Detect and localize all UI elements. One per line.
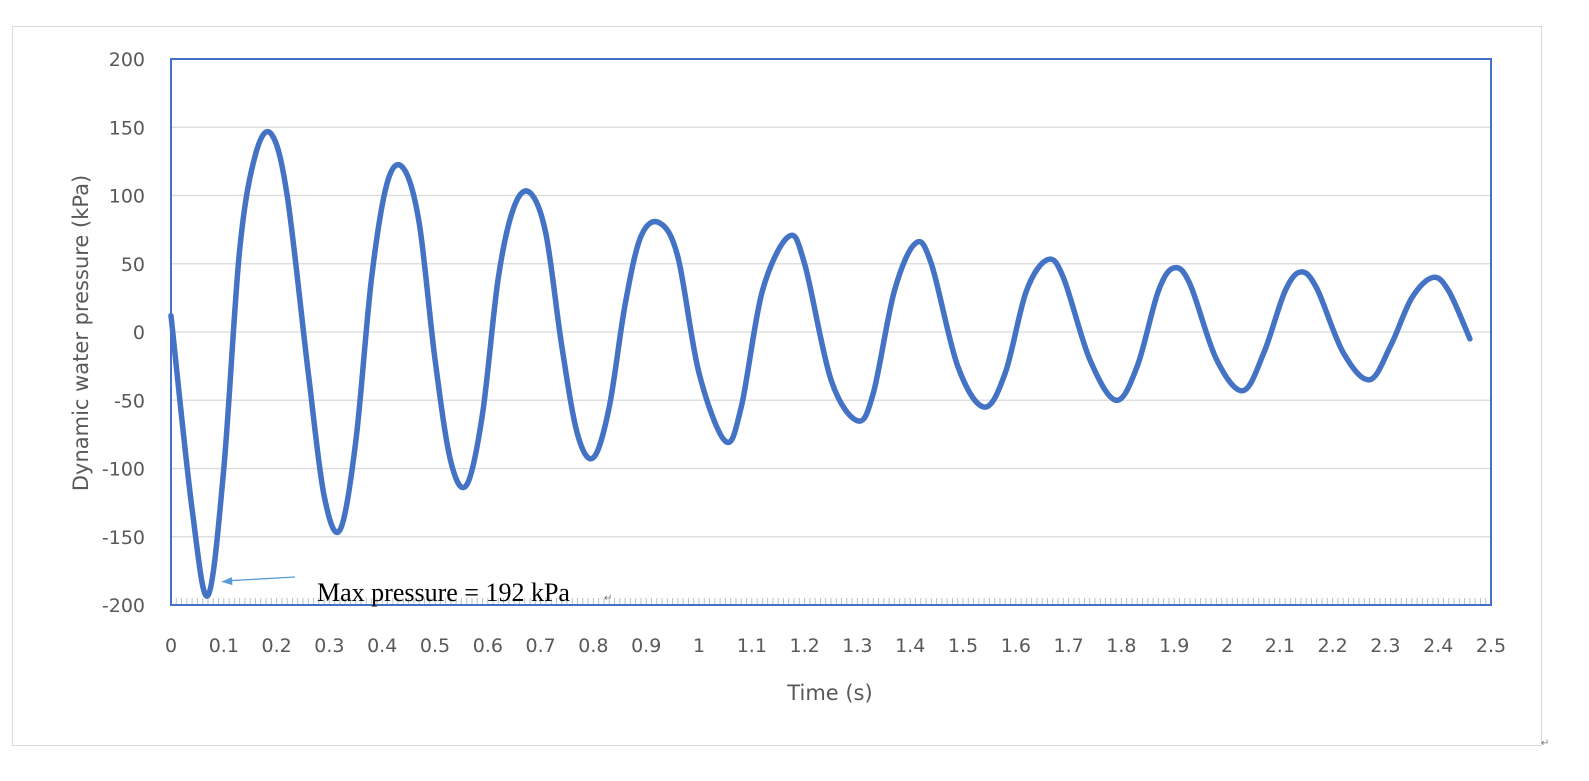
x-tick-label: 0.2 bbox=[261, 635, 291, 657]
x-tick-label: 0.4 bbox=[367, 635, 397, 657]
x-tick-label: 0.8 bbox=[578, 635, 608, 657]
chart-frame bbox=[12, 26, 1542, 746]
x-tick-label: 1.7 bbox=[1053, 635, 1083, 657]
y-tick-label: -150 bbox=[102, 527, 145, 549]
paragraph-mark-icon: ↵ bbox=[1541, 738, 1549, 749]
x-tick-label: 1.3 bbox=[842, 635, 872, 657]
x-tick-label: 1.2 bbox=[789, 635, 819, 657]
x-tick-label: 0.6 bbox=[473, 635, 503, 657]
y-tick-label: 0 bbox=[133, 322, 145, 344]
y-tick-label: 200 bbox=[109, 49, 145, 71]
x-tick-label: 1.5 bbox=[948, 635, 978, 657]
y-tick-label: -50 bbox=[114, 390, 145, 412]
x-tick-label: 2.3 bbox=[1370, 635, 1400, 657]
x-tick-label: 2.4 bbox=[1423, 635, 1453, 657]
x-tick-label: 0.5 bbox=[420, 635, 450, 657]
x-tick-label: 0.7 bbox=[525, 635, 555, 657]
x-tick-label: 1 bbox=[693, 635, 705, 657]
x-tick-label: 1.4 bbox=[895, 635, 925, 657]
y-axis-title: Dynamic water pressure (kPa) bbox=[69, 175, 93, 491]
y-tick-labels: 200 150 100 50 0 -50 -100 -150 -200 bbox=[102, 49, 145, 617]
paragraph-mark-icon: ↵ bbox=[604, 593, 612, 604]
x-tick-label: 0 bbox=[165, 635, 177, 657]
x-tick-label: 2.2 bbox=[1317, 635, 1347, 657]
gridlines bbox=[171, 126, 1491, 538]
x-tick-label: 1.1 bbox=[737, 635, 767, 657]
x-tick-label: 1.8 bbox=[1106, 635, 1136, 657]
x-axis-title: Time (s) bbox=[786, 681, 872, 705]
x-tick-label: 2 bbox=[1221, 635, 1233, 657]
y-tick-label: -100 bbox=[102, 459, 145, 481]
annotation-text: Max pressure = 192 kPa bbox=[317, 578, 570, 607]
series-line bbox=[168, 129, 1473, 599]
y-tick-label: 50 bbox=[121, 254, 145, 276]
x-tick-labels: 0 0.1 0.2 0.3 0.4 0.5 0.6 0.7 0.8 0.9 1 1.1 1.2 1.3 1.… bbox=[165, 635, 1506, 657]
y-tick-label: -200 bbox=[102, 595, 145, 617]
y-tick-label: 150 bbox=[109, 117, 145, 139]
x-tick-label: 2.5 bbox=[1476, 635, 1506, 657]
x-tick-label: 1.6 bbox=[1001, 635, 1031, 657]
x-minor-ticks bbox=[170, 598, 1492, 605]
x-tick-label: 2.1 bbox=[1265, 635, 1295, 657]
annotation-arrowhead bbox=[221, 577, 233, 586]
y-tick-label: 100 bbox=[109, 186, 145, 208]
series-layer bbox=[168, 129, 1473, 599]
x-tick-label: 0.1 bbox=[209, 635, 239, 657]
x-tick-label: 0.3 bbox=[314, 635, 344, 657]
annotation-arrow bbox=[227, 576, 296, 582]
x-tick-label: 0.9 bbox=[631, 635, 661, 657]
x-tick-label: 1.9 bbox=[1159, 635, 1189, 657]
